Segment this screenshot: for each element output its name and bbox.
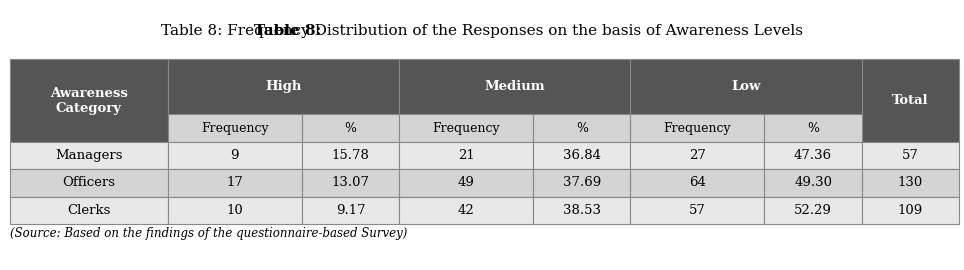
Text: %: % — [807, 122, 819, 134]
Text: 15.78: 15.78 — [332, 149, 369, 162]
Text: Frequency: Frequency — [432, 122, 500, 134]
Bar — [399, 142, 533, 169]
Bar — [168, 59, 399, 114]
Text: Clerks: Clerks — [67, 204, 111, 217]
Bar — [630, 59, 862, 114]
Text: High: High — [265, 80, 302, 93]
Text: 47.36: 47.36 — [794, 149, 832, 162]
Text: Total: Total — [892, 94, 928, 107]
Bar — [764, 197, 862, 224]
Bar — [533, 142, 630, 169]
Text: Managers: Managers — [55, 149, 122, 162]
Bar — [764, 169, 862, 197]
Text: Frequency: Frequency — [663, 122, 732, 134]
Text: Awareness
Category: Awareness Category — [50, 87, 127, 114]
Bar — [862, 197, 959, 224]
Text: (Source: Based on the findings of the questionnaire-based Survey): (Source: Based on the findings of the qu… — [10, 227, 407, 240]
Bar — [10, 59, 168, 142]
Text: 42: 42 — [458, 204, 474, 217]
Text: 13.07: 13.07 — [332, 176, 369, 190]
Bar — [168, 142, 302, 169]
Bar — [168, 114, 302, 142]
Bar — [302, 169, 399, 197]
Bar — [630, 114, 764, 142]
Bar — [533, 197, 630, 224]
Bar — [168, 169, 302, 197]
Text: 64: 64 — [689, 176, 706, 190]
Bar — [764, 114, 862, 142]
Text: 36.84: 36.84 — [563, 149, 601, 162]
Bar — [764, 142, 862, 169]
Bar — [862, 142, 959, 169]
Text: Frequency: Frequency — [201, 122, 269, 134]
Text: Officers: Officers — [63, 176, 116, 190]
Bar — [302, 197, 399, 224]
Bar — [630, 197, 764, 224]
Text: 57: 57 — [689, 204, 706, 217]
Bar — [399, 114, 533, 142]
Text: 57: 57 — [902, 149, 919, 162]
Bar — [862, 59, 959, 142]
Text: %: % — [344, 122, 357, 134]
Bar — [168, 197, 302, 224]
Text: Medium: Medium — [485, 80, 546, 93]
Text: Low: Low — [732, 80, 761, 93]
Bar — [862, 169, 959, 197]
Bar — [533, 169, 630, 197]
Text: %: % — [576, 122, 588, 134]
Text: 10: 10 — [227, 204, 243, 217]
Text: 49.30: 49.30 — [794, 176, 832, 190]
Text: 38.53: 38.53 — [563, 204, 601, 217]
Bar — [10, 197, 168, 224]
Text: 49: 49 — [458, 176, 474, 190]
Bar — [302, 114, 399, 142]
Bar — [533, 114, 630, 142]
Text: 27: 27 — [689, 149, 706, 162]
Text: 21: 21 — [458, 149, 474, 162]
Text: 130: 130 — [897, 176, 924, 190]
Bar — [630, 169, 764, 197]
Bar — [302, 142, 399, 169]
Text: 9.17: 9.17 — [335, 204, 365, 217]
Bar — [399, 169, 533, 197]
Text: 52.29: 52.29 — [794, 204, 832, 217]
Text: Table 8:: Table 8: — [254, 24, 321, 38]
Text: 109: 109 — [897, 204, 924, 217]
Bar — [399, 59, 630, 114]
Text: 9: 9 — [230, 149, 239, 162]
Bar — [10, 142, 168, 169]
Text: 17: 17 — [227, 176, 243, 190]
Bar — [630, 142, 764, 169]
Bar — [10, 169, 168, 197]
Text: 37.69: 37.69 — [563, 176, 601, 190]
Text: Table 8: Frequency Distribution of the Responses on the basis of Awareness Level: Table 8: Frequency Distribution of the R… — [161, 24, 803, 38]
Bar — [399, 197, 533, 224]
